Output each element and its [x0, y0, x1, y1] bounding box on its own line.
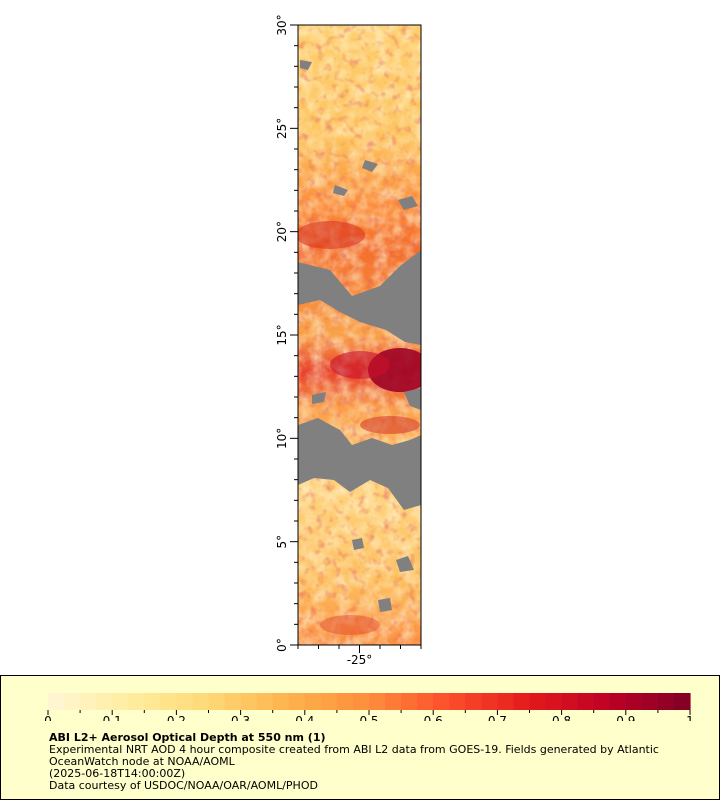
- colorbar-cell: [144, 693, 161, 710]
- caption-line-3: (2025-06-18T14:00:00Z): [49, 767, 186, 780]
- colorbar-tick-label: 0.8: [552, 714, 571, 721]
- colorbar-tick-label: 0.7: [488, 714, 507, 721]
- lat-tick-label: 25°: [275, 118, 289, 139]
- colorbar-tick-label: 0.3: [231, 714, 250, 721]
- colorbar-cell: [465, 693, 482, 710]
- colorbar-cell: [561, 693, 579, 710]
- colorbar-cell: [48, 693, 65, 710]
- colorbar-cell: [288, 693, 306, 710]
- colorbar-cell: [192, 693, 210, 710]
- colorbar-cell: [593, 693, 611, 710]
- colorbar-cell: [96, 693, 113, 710]
- colorbar-tick-label: 0.4: [295, 714, 314, 721]
- map-figure: 0° 5° 10° 15° 20° 25° 30° -25°: [275, 14, 422, 667]
- colorbar-cell: [449, 693, 466, 710]
- colorbar-tick-label: 0.9: [616, 714, 635, 721]
- colorbar-cell: [545, 693, 563, 710]
- colorbar-cell: [336, 693, 354, 710]
- lat-tick-label: 5°: [275, 535, 289, 549]
- colorbar-cell: [272, 693, 290, 710]
- colorbar-cell: [176, 693, 194, 710]
- caption-line-2: OceanWatch node at NOAA/AOML: [49, 755, 235, 768]
- lat-tick-label: 10°: [275, 428, 289, 449]
- colorbar-tick-label: 0.1: [103, 714, 122, 721]
- lon-tick-label: -25°: [347, 653, 373, 667]
- colorbar-cell: [417, 693, 434, 710]
- missing-data-mask: [298, 60, 421, 612]
- colorbar-cell: [401, 693, 418, 710]
- colorbar-cell: [481, 693, 498, 710]
- caption-title: ABI L2+ Aerosol Optical Depth at 550 nm …: [49, 731, 326, 744]
- colorbar-cell: [657, 693, 675, 710]
- colorbar-tick-label: 0.2: [167, 714, 186, 721]
- colorbar-cell: [641, 693, 659, 710]
- colorbar-cell: [352, 693, 370, 710]
- latitude-axis: 0° 5° 10° 15° 20° 25° 30°: [275, 14, 298, 652]
- colorbar-cell: [128, 693, 145, 710]
- colorbar-cell: [64, 693, 81, 710]
- caption: ABI L2+ Aerosol Optical Depth at 550 nm …: [49, 732, 709, 792]
- colorbar-cell: [224, 693, 242, 710]
- lat-tick-label: 20°: [275, 221, 289, 242]
- colorbar-tick-label: 0.6: [424, 714, 443, 721]
- colorbar-cell: [609, 693, 627, 710]
- colorbar-cell: [112, 693, 129, 710]
- caption-line-4: Data courtesy of USDOC/NOAA/OAR/AOML/PHO…: [49, 779, 318, 792]
- colorbar-tick-label: 0: [44, 714, 52, 721]
- colorbar-cell: [208, 693, 226, 710]
- colorbar-cell: [625, 693, 643, 710]
- caption-line-1: Experimental NRT AOD 4 hour composite cr…: [49, 743, 659, 756]
- colorbar-cells: [48, 693, 691, 710]
- colorbar: 0 0.1 0.2 0.3 0.4 0.5 0.6 0.7 0.8 0.9 1: [44, 693, 694, 721]
- colorbar-ticks: 0 0.1 0.2 0.3 0.4 0.5 0.6 0.7 0.8 0.9 1: [44, 710, 694, 721]
- colorbar-cell: [240, 693, 258, 710]
- colorbar-cell: [529, 693, 547, 710]
- legend-panel: 0 0.1 0.2 0.3 0.4 0.5 0.6 0.7 0.8 0.9 1 ABI L2+ Ae…: [0, 675, 720, 800]
- colorbar-cell: [577, 693, 595, 710]
- longitude-axis: -25°: [297, 645, 422, 667]
- colorbar-cell: [256, 693, 274, 710]
- colorbar-cell: [513, 693, 531, 710]
- colorbar-cell: [369, 693, 386, 710]
- lat-tick-label: 15°: [275, 324, 289, 345]
- colorbar-cell: [80, 693, 97, 710]
- colorbar-cell: [497, 693, 515, 710]
- lat-tick-label: 0°: [275, 638, 289, 652]
- lat-tick-label: 30°: [275, 14, 289, 35]
- colorbar-tick-label: 0.5: [359, 714, 378, 721]
- colorbar-cell: [160, 693, 177, 710]
- colorbar-tick-label: 1: [686, 714, 694, 721]
- colorbar-cell: [304, 693, 322, 710]
- colorbar-cell: [320, 693, 338, 710]
- colorbar-cell: [433, 693, 450, 710]
- colorbar-cell: [385, 693, 402, 710]
- colorbar-cell: [673, 693, 691, 710]
